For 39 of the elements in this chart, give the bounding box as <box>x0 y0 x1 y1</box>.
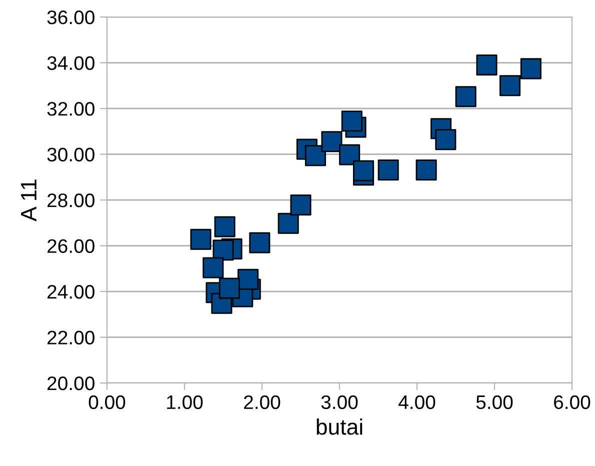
point <box>416 160 437 181</box>
y-tick-label: 24.00 <box>48 284 94 299</box>
x-tick-label: 4.00 <box>398 395 436 410</box>
point <box>214 216 236 238</box>
point <box>520 58 542 80</box>
point <box>341 110 362 132</box>
point <box>202 257 224 278</box>
point <box>238 268 259 290</box>
y-tick-label: 36.00 <box>47 10 94 24</box>
x-tick-label: 3.00 <box>321 395 358 410</box>
y-axis-title: A 11 <box>21 180 36 222</box>
x-tick-label: 0.00 <box>88 395 126 410</box>
point <box>476 54 498 76</box>
point <box>339 144 360 166</box>
y-tick-label: 32.00 <box>47 102 94 116</box>
x-tick-label: 2.00 <box>244 395 280 410</box>
point <box>278 212 299 234</box>
y-tick-label: 34.00 <box>47 56 94 70</box>
y-tick-label: 28.00 <box>48 193 94 208</box>
point <box>378 160 399 181</box>
x-tick-label: 5.00 <box>476 395 513 410</box>
x-tick-label: 6.00 <box>554 395 590 410</box>
x-axis-title: butai <box>316 418 362 435</box>
y-tick-label: 22.00 <box>48 330 94 344</box>
point <box>499 75 521 96</box>
point <box>290 194 312 216</box>
point <box>218 278 240 299</box>
point <box>321 131 342 152</box>
x-tick-label: 1.00 <box>167 395 203 410</box>
point <box>190 228 212 250</box>
point <box>435 129 456 150</box>
y-tick-label: 30.00 <box>47 148 94 162</box>
point <box>304 145 326 166</box>
point <box>353 160 374 182</box>
y-tick-label: 26.00 <box>48 239 94 253</box>
point <box>455 86 476 108</box>
y-tick-label: 20.00 <box>48 376 94 390</box>
point <box>212 240 234 261</box>
point <box>249 232 270 254</box>
